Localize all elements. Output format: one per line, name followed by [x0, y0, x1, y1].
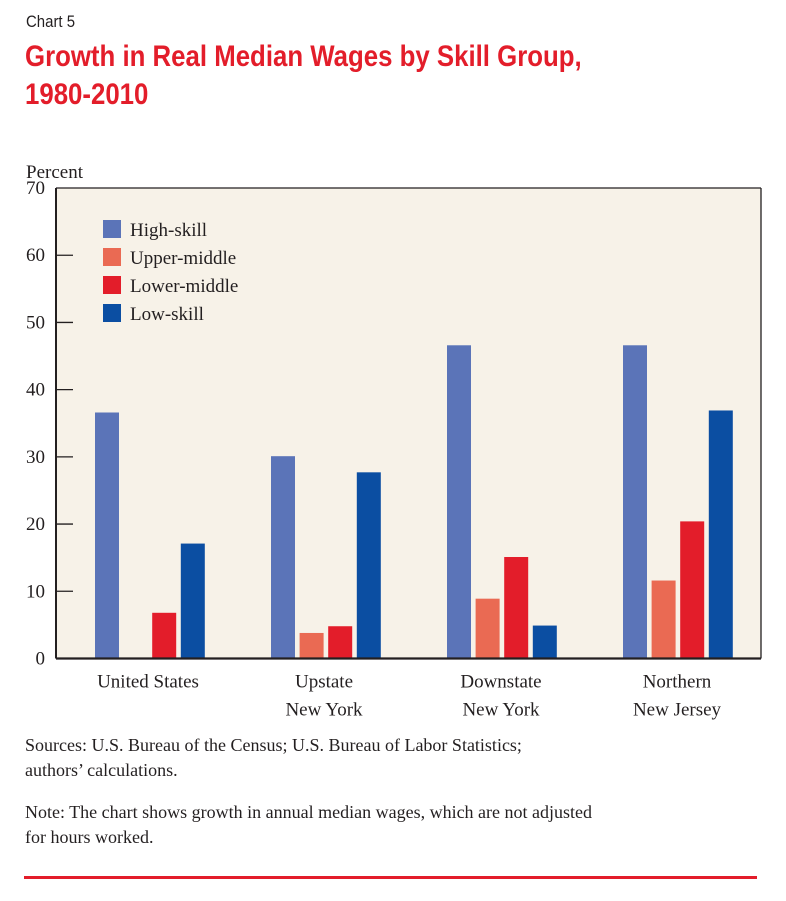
chart-number: Chart 5: [26, 12, 76, 31]
y-tick-label: 50: [26, 312, 45, 333]
y-tick-label: 0: [36, 649, 46, 670]
legend-label: Upper-middle: [130, 248, 236, 269]
bar-low-skill-0: [180, 543, 205, 659]
legend-label: Low-skill: [130, 304, 204, 325]
y-axis-label: Percent: [26, 162, 84, 183]
legend-label: High-skill: [130, 220, 207, 241]
y-tick-label: 10: [26, 581, 45, 602]
legend-swatch: [103, 276, 121, 294]
y-tick-label: 60: [26, 245, 45, 266]
bar-lower-middle-3: [680, 521, 705, 659]
sources-line-2: authors’ calculations.: [25, 760, 178, 780]
x-tick-label: Upstate: [295, 672, 353, 693]
bar-lower-middle-0: [152, 612, 177, 659]
bar-chart: Percent 0 10 20 30 40 50 60 70 United States Upsta…: [26, 162, 762, 721]
chart-title-line-1: Growth in Real Median Wages by Skill Gro…: [25, 40, 582, 73]
legend-swatch: [103, 220, 121, 238]
bar-upper-middle-2: [475, 598, 500, 659]
bar-upper-middle-1: [299, 632, 324, 659]
bar-low-skill-1: [356, 472, 381, 659]
x-tick-label: United States: [97, 672, 199, 693]
y-tick-label: 40: [26, 380, 45, 401]
legend-swatch: [103, 304, 121, 322]
legend-label: Lower-middle: [130, 276, 238, 297]
bar-high-skill-2: [447, 345, 471, 659]
sources-note: Sources: U.S. Bureau of the Census; U.S.…: [25, 733, 522, 783]
bar-high-skill-3: [623, 345, 647, 659]
x-tick-label: Downstate: [460, 672, 541, 693]
note-line-1: Note: The chart shows growth in annual m…: [25, 802, 593, 822]
bar-lower-middle-1: [328, 626, 353, 659]
y-tick-label: 20: [26, 514, 45, 535]
x-tick-label: New York: [462, 700, 540, 721]
x-tick-label: New Jersey: [633, 700, 722, 721]
bar-high-skill-1: [271, 456, 295, 659]
bar-low-skill-2: [532, 625, 557, 659]
x-tick-label: New York: [285, 700, 363, 721]
x-tick-label: Northern: [643, 672, 712, 693]
note-line-2: for hours worked.: [25, 827, 154, 847]
bar-upper-middle-3: [651, 580, 676, 659]
legend-swatch: [103, 248, 121, 266]
chart-title: Growth in Real Median Wages by Skill Gro…: [25, 38, 582, 114]
sources-line-1: Sources: U.S. Bureau of the Census; U.S.…: [25, 735, 522, 755]
bar-high-skill-0: [95, 412, 119, 659]
footnote: Note: The chart shows growth in annual m…: [25, 800, 592, 850]
y-tick-label: 70: [26, 178, 45, 199]
y-tick-label: 30: [26, 447, 45, 468]
bar-low-skill-3: [708, 410, 733, 659]
footer-divider: [24, 876, 757, 879]
chart-title-line-2: 1980-2010: [25, 78, 149, 111]
bar-lower-middle-2: [504, 557, 529, 659]
